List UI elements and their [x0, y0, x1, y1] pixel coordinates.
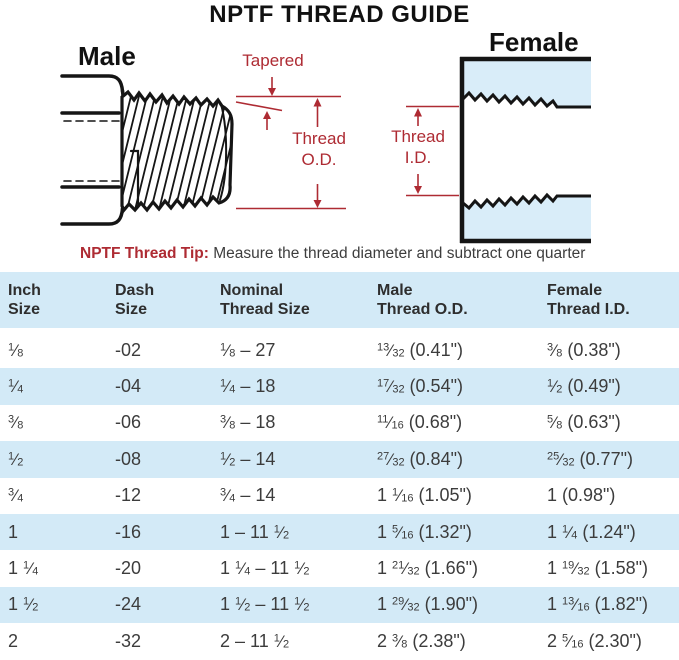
table-cell: 1 5⁄16 (1.32")	[377, 521, 472, 542]
table-cell: -32	[115, 630, 142, 651]
table-cell: 1 1⁄16 (1.05")	[377, 485, 472, 506]
header-cell: Dash Size	[115, 282, 155, 318]
table-cell: -12	[115, 485, 142, 506]
header-cell: Inch Size	[8, 282, 41, 318]
table-cell: 3⁄8 – 18	[220, 412, 276, 433]
table-cell: 1 1⁄2 – 11 1⁄2	[220, 594, 310, 615]
table-cell: 1⁄2 (0.49")	[547, 376, 621, 397]
table-cell: -24	[115, 594, 142, 615]
male-section-label: Male	[78, 41, 136, 71]
table-cell: 3⁄8 (0.38")	[547, 339, 621, 360]
table-cell: 13⁄32 (0.41")	[377, 339, 463, 360]
table-cell: 3⁄4	[8, 486, 24, 506]
table-cell: 1⁄8	[8, 340, 24, 360]
table-cell: 1 29⁄32 (1.90")	[377, 594, 478, 615]
table-row: 1⁄2 -08 1⁄2 – 14 27⁄32 (0.84") 25⁄32 (0.77")	[0, 441, 679, 478]
table-cell: 5⁄8 (0.63")	[547, 412, 621, 433]
table-row: 2 -32 2 – 11 1⁄2 2 3⁄8 (2.38") 2 5⁄16 (2.30"…	[0, 623, 679, 659]
table-cell: -08	[115, 448, 142, 469]
thread-tip-label: NPTF Thread Tip:	[80, 245, 209, 262]
table-cell: 1 1⁄4	[8, 558, 39, 579]
table-cell: 3⁄4 – 14	[220, 485, 276, 506]
table-row: 3⁄8 -06 3⁄8 – 18 11⁄16 (0.68") 5⁄8 (0.63")	[0, 405, 679, 441]
table-cell: 25⁄32 (0.77")	[547, 448, 633, 469]
male-thread-diagram	[60, 74, 234, 226]
table-cell: -06	[115, 412, 142, 433]
thread-id-label: Thread I.D.	[391, 127, 445, 167]
table-cell: 1⁄8 – 27	[220, 339, 276, 360]
female-section-label: Female	[489, 27, 579, 57]
table-cell: -02	[115, 339, 142, 360]
table-cell: 1 – 11 1⁄2	[220, 521, 290, 542]
table-cell: 3⁄8	[8, 413, 24, 433]
header-cell: Female Thread I.D.	[547, 282, 630, 318]
tapered-label: Tapered	[242, 51, 304, 70]
table-cell: -04	[115, 376, 142, 397]
table-row: 1⁄8 -02 1⁄8 – 27 13⁄32 (0.41") 3⁄8 (0.38")	[0, 332, 679, 368]
table-cell: 1 21⁄32 (1.66")	[377, 558, 478, 579]
table-cell: 1 19⁄32 (1.58")	[547, 558, 648, 579]
table-cell: -20	[115, 558, 142, 579]
table-cell: 1⁄2 – 14	[220, 448, 276, 469]
table-cell: 1 1⁄4 (1.24")	[547, 521, 636, 542]
table-row: 1 -16 1 – 11 1⁄2 1 5⁄16 (1.32") 1 1⁄4 (1.24"…	[0, 513, 679, 551]
table-cell: 2 – 11 1⁄2	[220, 630, 290, 651]
table-cell: 1 13⁄16 (1.82")	[547, 594, 648, 615]
table-cell: 2	[8, 630, 19, 651]
thread-od-label: Thread O.D.	[292, 129, 346, 169]
table-cell: 27⁄32 (0.84")	[377, 448, 463, 469]
header-cell: Male Thread O.D.	[377, 282, 468, 318]
table-row: 1 1⁄4 -20 1 1⁄4 – 11 1⁄2 1 21⁄32 (1.66") 1 1…	[0, 550, 679, 586]
table-cell: 11⁄16 (0.68")	[377, 412, 463, 433]
table-cell: 2 3⁄8 (2.38")	[377, 630, 466, 651]
female-thread-diagram	[459, 56, 591, 244]
header-cell: Nominal Thread Size	[220, 282, 310, 318]
table-body: 1⁄8 -02 1⁄8 – 27 13⁄32 (0.41") 3⁄8 (0.38") 1⁄…	[0, 332, 679, 660]
table-row: 3⁄4 -12 3⁄4 – 14 1 1⁄16 (1.05") 1 (0.98")	[0, 478, 679, 514]
page-title: NPTF THREAD GUIDE	[209, 1, 470, 28]
table-cell: 1⁄4 – 18	[220, 376, 276, 397]
thread-tip: NPTF Thread Tip: Measure the thread diam…	[80, 245, 586, 262]
table-cell: 1 (0.98")	[547, 485, 616, 506]
size-table: Inch Size Dash Size Nominal Thread Size Mal…	[0, 272, 679, 660]
table-cell: 1⁄4	[8, 377, 24, 397]
table-cell: 2 5⁄16 (2.30")	[547, 630, 642, 651]
table-cell: -16	[115, 521, 142, 542]
table-cell: 1	[8, 521, 19, 542]
table-cell: 17⁄32 (0.54")	[377, 376, 463, 397]
table-cell: 1⁄2	[8, 449, 24, 469]
table-cell: 1 1⁄2	[8, 594, 39, 615]
table-header: Inch Size Dash Size Nominal Thread Size Mal…	[0, 272, 679, 328]
table-cell: 1 1⁄4 – 11 1⁄2	[220, 558, 310, 579]
table-row: 1 1⁄2 -24 1 1⁄2 – 11 1⁄2 1 29⁄32 (1.90") 1 1…	[0, 586, 679, 624]
table-row: 1⁄4 -04 1⁄4 – 18 17⁄32 (0.54") 1⁄2 (0.49")	[0, 368, 679, 405]
